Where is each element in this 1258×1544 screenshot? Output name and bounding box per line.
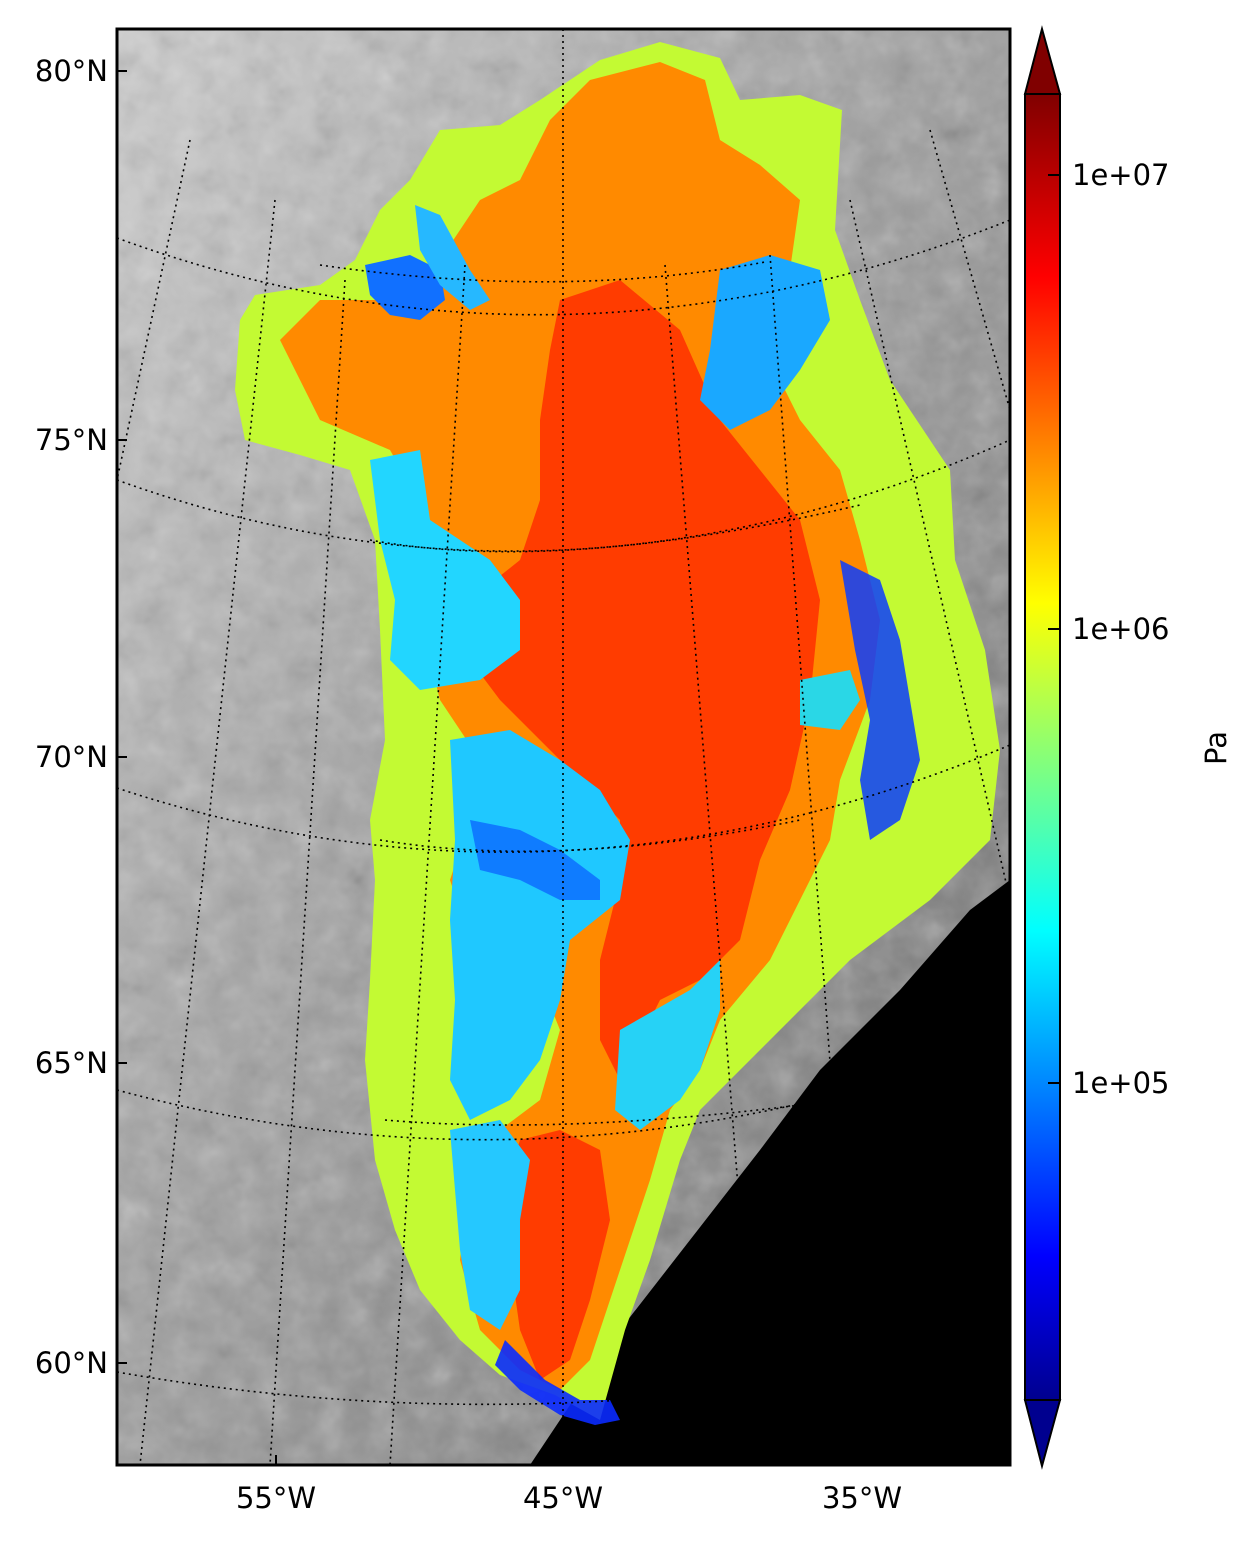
- lon-label-55w: 55°W: [236, 1481, 316, 1515]
- map-panel: [117, 29, 1010, 1465]
- colorbar-label-1e7: 1e+07: [1072, 158, 1170, 192]
- lon-label-35w: 35°W: [822, 1481, 902, 1515]
- lat-label-70: 70°N: [35, 740, 108, 774]
- lat-label-75: 75°N: [35, 423, 108, 457]
- colorbar-extend-top: [1025, 29, 1060, 94]
- colorbar-gradient: [1025, 94, 1060, 1400]
- colorbar-unit-label: Pa: [1199, 731, 1233, 765]
- colorbar: 1e+07 1e+06 1e+05 Pa: [1025, 29, 1233, 1466]
- lat-label-60: 60°N: [35, 1346, 108, 1380]
- colorbar-label-1e5: 1e+05: [1072, 1066, 1170, 1100]
- lat-label-80: 80°N: [35, 54, 108, 88]
- colorbar-label-1e6: 1e+06: [1072, 612, 1170, 646]
- lon-label-45w: 45°W: [523, 1481, 603, 1515]
- colorbar-extend-bottom: [1025, 1400, 1060, 1466]
- lat-label-65: 65°N: [35, 1046, 108, 1080]
- latitude-axis: 80°N 75°N 70°N 65°N 60°N: [35, 54, 127, 1380]
